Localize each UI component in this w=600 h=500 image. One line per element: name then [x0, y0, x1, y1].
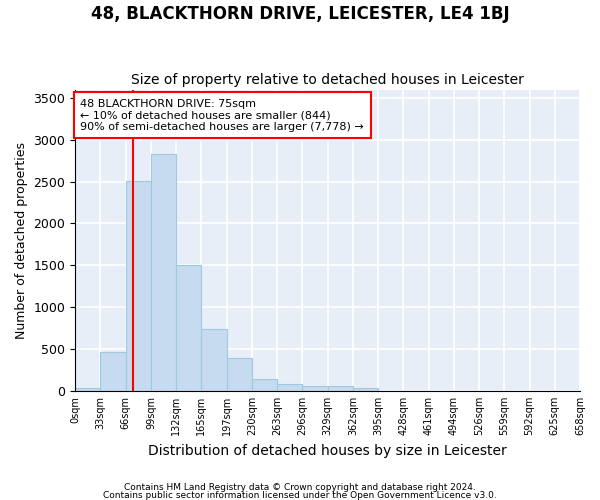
Text: 48, BLACKTHORN DRIVE, LEICESTER, LE4 1BJ: 48, BLACKTHORN DRIVE, LEICESTER, LE4 1BJ: [91, 5, 509, 23]
Bar: [302, 386, 328, 391]
Bar: [353, 388, 378, 391]
Y-axis label: Number of detached properties: Number of detached properties: [15, 142, 28, 338]
Text: Contains HM Land Registry data © Crown copyright and database right 2024.: Contains HM Land Registry data © Crown c…: [124, 484, 476, 492]
Bar: [176, 264, 202, 391]
Text: Contains public sector information licensed under the Open Government Licence v3: Contains public sector information licen…: [103, 490, 497, 500]
Bar: [277, 384, 302, 391]
Bar: [252, 379, 277, 391]
Bar: [328, 386, 353, 391]
Bar: [227, 358, 252, 391]
Bar: [100, 352, 125, 391]
X-axis label: Distribution of detached houses by size in Leicester: Distribution of detached houses by size …: [148, 444, 507, 458]
Bar: [202, 329, 227, 391]
Text: 48 BLACKTHORN DRIVE: 75sqm
← 10% of detached houses are smaller (844)
90% of sem: 48 BLACKTHORN DRIVE: 75sqm ← 10% of deta…: [80, 98, 364, 132]
Bar: [125, 181, 151, 391]
Title: Size of property relative to detached houses in Leicester: Size of property relative to detached ho…: [131, 73, 524, 87]
Bar: [75, 388, 100, 391]
Bar: [151, 154, 176, 391]
